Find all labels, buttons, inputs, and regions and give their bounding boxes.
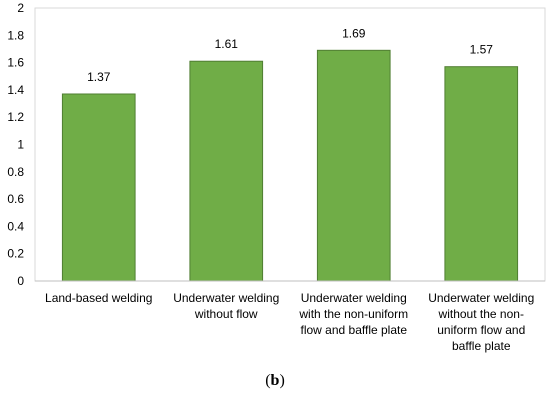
category-label: baffle plate: [452, 339, 511, 353]
y-tick-label: 0.8: [7, 165, 24, 179]
y-tick-label: 2: [17, 1, 24, 15]
y-tick-label: 0.2: [7, 247, 24, 261]
category-label: flow and baffle plate: [300, 323, 407, 337]
y-tick-label: 1: [17, 138, 24, 152]
x-axis-category-labels: Land-based welding Underwater welding with…: [45, 291, 534, 353]
bar-chart: 0 0.2 0.4 0.6 0.8 1 1.2 1.4 1.6 1.8 2 1.37 1.61 1.69…: [7, 1, 546, 353]
bar: [61, 93, 136, 282]
category-label: with the non-uniform: [298, 307, 408, 321]
data-label: 1.57: [470, 43, 494, 57]
bar: [444, 66, 519, 282]
category-label: Land-based welding: [45, 291, 152, 305]
data-label: 1.61: [215, 37, 239, 51]
category-label: uniform flow and: [437, 323, 525, 337]
data-labels: 1.37 1.61 1.69 1.57: [87, 26, 493, 84]
bars: [61, 49, 519, 282]
y-tick-label: 1.8: [7, 28, 24, 42]
bar: [189, 60, 264, 282]
y-tick-label: 1.2: [7, 110, 24, 124]
y-tick-label: 0.6: [7, 192, 24, 206]
data-label: 1.37: [87, 70, 111, 84]
category-label: without the non-: [438, 307, 524, 321]
y-tick-label: 0.4: [7, 219, 24, 233]
figure-caption: (b): [265, 372, 285, 389]
y-axis-tick-labels: 0 0.2 0.4 0.6 0.8 1 1.2 1.4 1.6 1.8 2: [7, 1, 24, 288]
y-tick-label: 1.6: [7, 56, 24, 70]
category-label: without flow: [194, 307, 258, 321]
caption-letter: b: [270, 372, 280, 389]
category-label: Underwater welding: [301, 291, 407, 305]
category-label: Underwater welding: [428, 291, 534, 305]
data-label: 1.69: [342, 26, 366, 40]
category-label: Underwater welding: [173, 291, 279, 305]
y-tick-label: 1.4: [7, 83, 24, 97]
y-tick-label: 0: [17, 274, 24, 288]
bar: [316, 49, 391, 282]
